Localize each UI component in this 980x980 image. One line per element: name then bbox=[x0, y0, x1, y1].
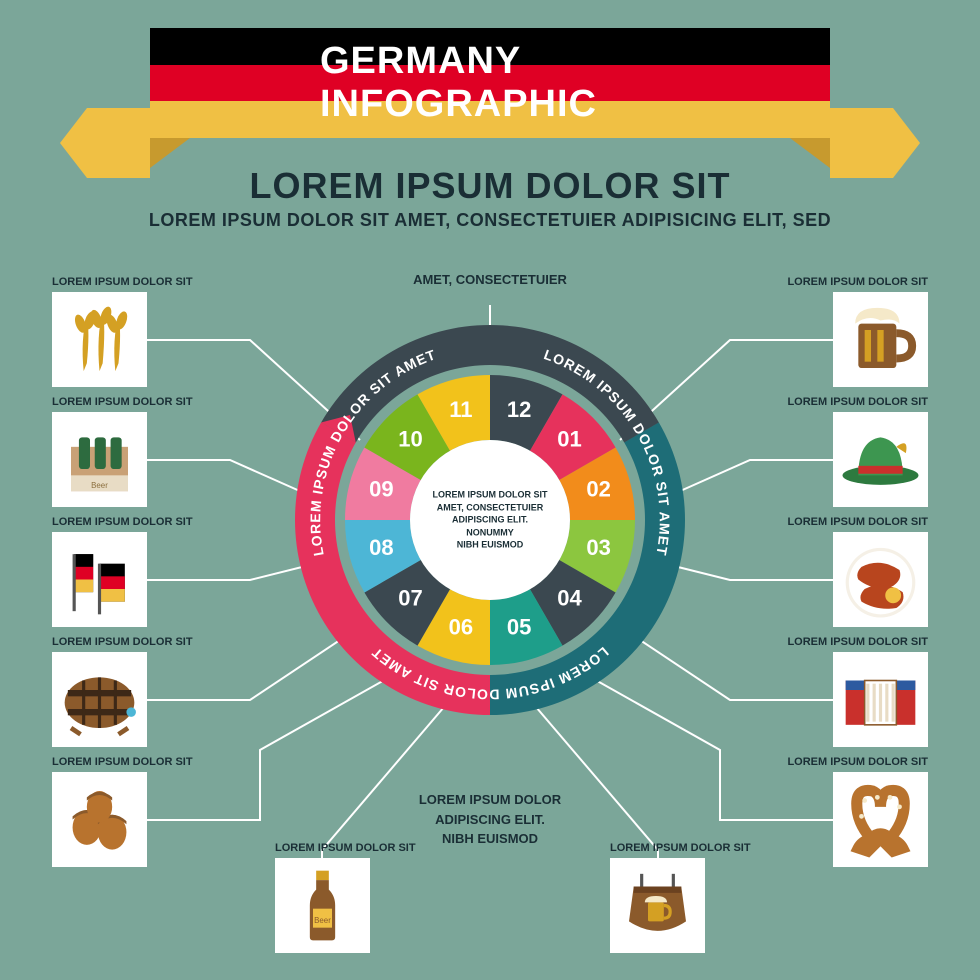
segment-num-08: 08 bbox=[369, 535, 393, 560]
segment-num-06: 06 bbox=[449, 614, 473, 639]
beer-pack-icon-label: LOREM IPSUM DOLOR SIT bbox=[52, 396, 193, 408]
segment-num-03: 03 bbox=[586, 535, 610, 560]
barrel-icon bbox=[52, 652, 147, 747]
accordion-icon bbox=[833, 652, 928, 747]
flag-icon bbox=[52, 532, 147, 627]
beer-bottle-icon-label: LOREM IPSUM DOLOR SIT bbox=[275, 842, 416, 854]
segment-num-05: 05 bbox=[507, 614, 531, 639]
flag-icon-label: LOREM IPSUM DOLOR SIT bbox=[52, 516, 193, 528]
segment-num-02: 02 bbox=[586, 477, 610, 502]
segment-num-04: 04 bbox=[557, 585, 582, 610]
wheel-chart: 12 01 02 0304 05 06 0708 09 10 11 LOREM IPSUM DOL… bbox=[280, 310, 700, 730]
beer-pack-icon: Beer bbox=[52, 412, 147, 507]
segment-num-11: 11 bbox=[449, 397, 472, 422]
acorns-icon-label: LOREM IPSUM DOLOR SIT bbox=[52, 756, 193, 768]
pretzel-icon-label: LOREM IPSUM DOLOR SIT bbox=[787, 756, 928, 768]
sausages-icon bbox=[833, 532, 928, 627]
barrel-icon-label: LOREM IPSUM DOLOR SIT bbox=[52, 636, 193, 648]
beer-mug-icon-label: LOREM IPSUM DOLOR SIT bbox=[787, 276, 928, 288]
hat-icon-label: LOREM IPSUM DOLOR SIT bbox=[787, 396, 928, 408]
tavern-sign-icon-label: LOREM IPSUM DOLOR SIT bbox=[610, 842, 751, 854]
beer-bottle-icon: Beer bbox=[275, 858, 370, 953]
sausages-icon-label: LOREM IPSUM DOLOR SIT bbox=[787, 516, 928, 528]
wheel-center-text: LOREM IPSUM DOLOR SIT AMET, CONSECTETUIE… bbox=[420, 489, 560, 552]
svg-text:Beer: Beer bbox=[314, 916, 331, 925]
accordion-icon-label: LOREM IPSUM DOLOR SIT bbox=[787, 636, 928, 648]
segment-num-12: 12 bbox=[507, 397, 531, 422]
segment-num-01: 01 bbox=[557, 426, 581, 451]
segment-num-07: 07 bbox=[398, 585, 422, 610]
hat-icon bbox=[833, 412, 928, 507]
tavern-sign-icon bbox=[610, 858, 705, 953]
segment-num-09: 09 bbox=[369, 477, 393, 502]
segment-num-10: 10 bbox=[398, 426, 422, 451]
acorns-icon bbox=[52, 772, 147, 867]
pretzel-icon bbox=[833, 772, 928, 867]
wheat-icon bbox=[52, 292, 147, 387]
beer-mug-icon bbox=[833, 292, 928, 387]
wheat-icon-label: LOREM IPSUM DOLOR SIT bbox=[52, 276, 193, 288]
svg-text:Beer: Beer bbox=[91, 481, 108, 490]
